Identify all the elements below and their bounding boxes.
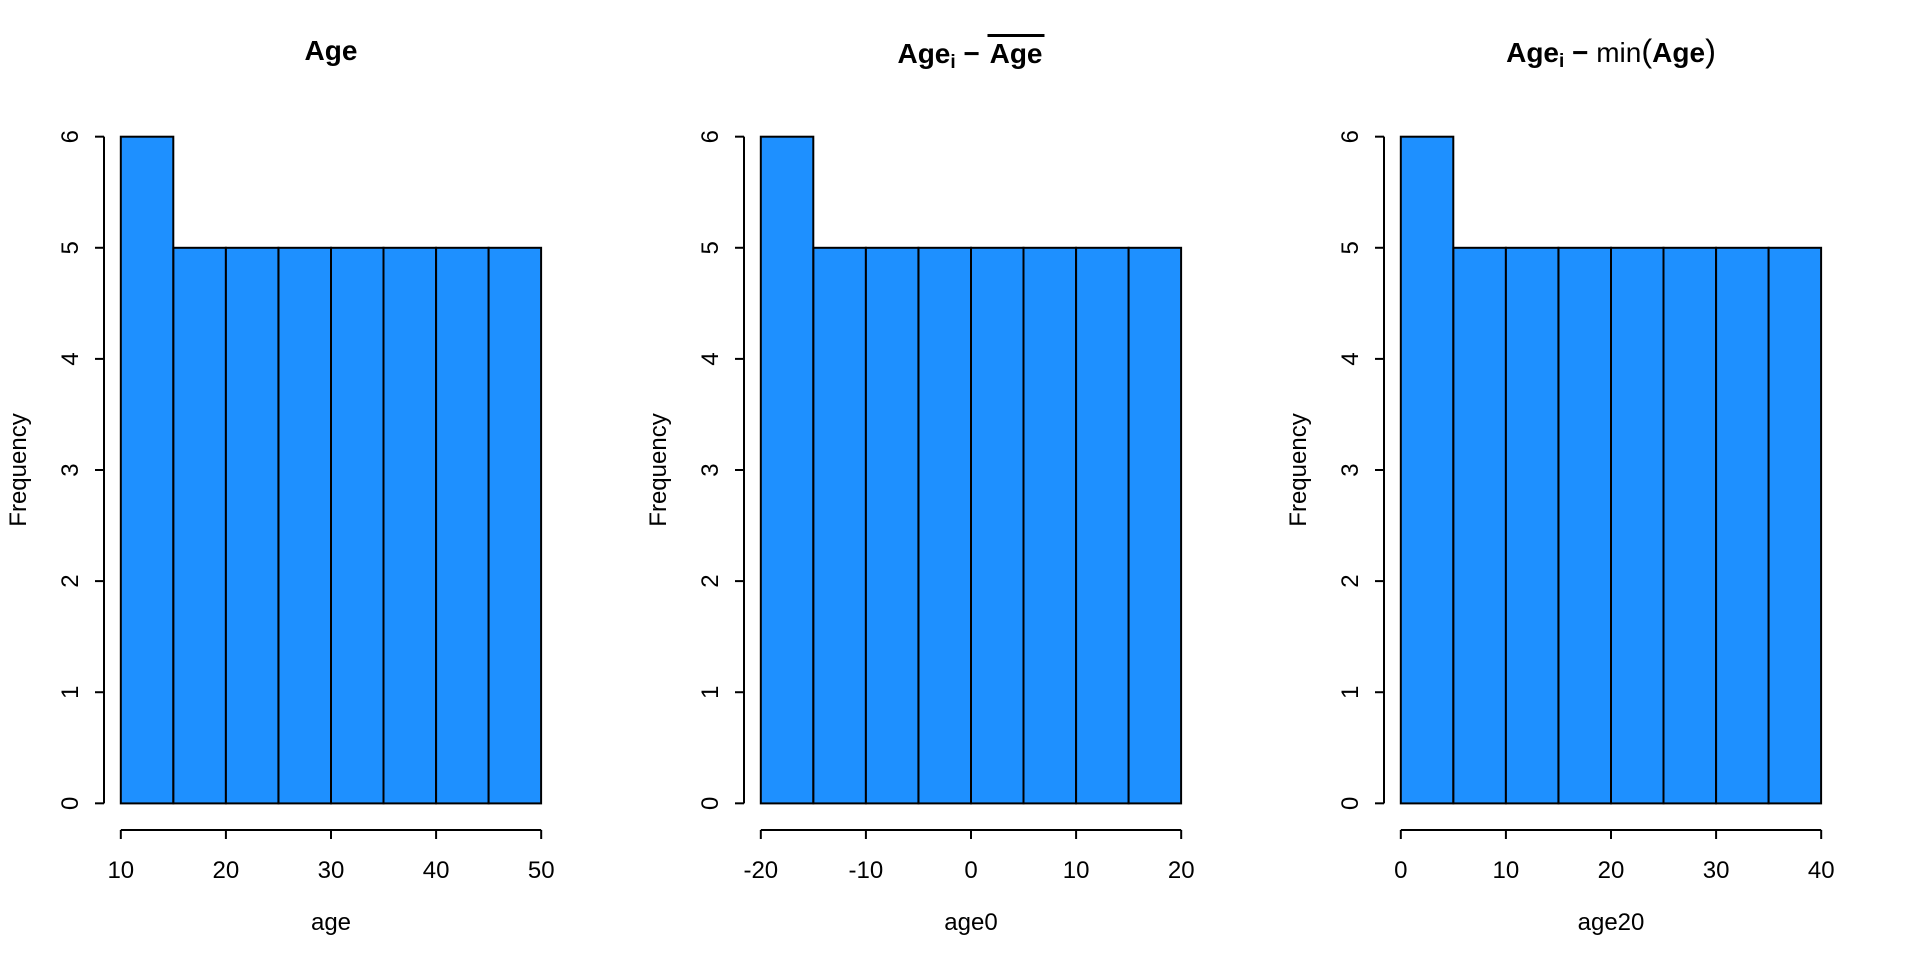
x-axis-tick-label: 30 [318,857,345,884]
histogram-bar [1557,246,1612,805]
histogram-bar [277,246,332,805]
histogram-bar [1452,246,1507,805]
chart-title-part: i [1559,51,1565,72]
x-axis-tick-label: 20 [1598,857,1625,884]
y-axis-title: Frequency [645,413,672,526]
x-axis-tick-label: 40 [423,857,450,884]
chart-title-part: Age [897,38,951,69]
y-axis-tick-label: 6 [57,130,84,143]
y-axis-tick-label: 2 [1337,574,1364,587]
chart-title-part: − [1564,37,1597,68]
histogram-bar [172,246,227,805]
y-axis-tick-label: 5 [57,241,84,254]
x-axis-tick-label: 10 [107,857,134,884]
histogram-bar [1504,246,1560,805]
histogram-bar [1767,246,1823,805]
chart-title-part: Age [304,35,358,66]
y-axis-tick-label: 6 [1337,130,1364,143]
histogram-bar [330,246,385,805]
y-axis-tick-label: 1 [697,686,724,699]
histogram-bar [1022,246,1077,805]
histogram-svg-age20: 0 10 20 30 40 age20 0 1 2 3 4 5 6 Frequency [1285,130,1835,936]
y-axis-tick-label: 5 [1337,241,1364,254]
x-axis-tick-label: 10 [1493,857,1520,884]
histogram-svg-age0: -20 -10 0 10 20 age0 0 1 2 3 4 5 6 Frequency [645,130,1195,936]
y-axis-tick-label: 0 [1337,797,1364,810]
x-axis-tick-label: 10 [1063,857,1090,884]
x-axis-tick-label: 50 [528,857,555,884]
y-axis-tick-label: 1 [57,686,84,699]
histogram-panel-age-mean-centered: Agei − Age -20 -10 0 10 20 age0 0 1 2 3 4 5 6 Frequen… [640,0,1280,960]
y-axis-tick-label: 1 [1337,686,1364,699]
chart-title-part: ( [1641,33,1653,69]
histogram-bar [917,246,972,805]
histogram-bar [759,135,815,805]
y-axis-tick-label: 6 [697,130,724,143]
x-axis-title: age0 [944,909,997,936]
histogram-bar [970,246,1025,805]
y-axis-tick-label: 4 [57,352,84,365]
histogram-bar [1715,246,1770,805]
x-axis-tick-label: 20 [213,857,240,884]
x-axis-tick-label: -10 [849,857,884,884]
chart-title-part: Age [987,34,1045,68]
y-axis-tick-label: 5 [697,241,724,254]
x-axis-tick-label: 30 [1703,857,1730,884]
chart-title: Agei − min(Age) [1506,34,1716,79]
chart-title-part: − [955,38,988,69]
histogram-bar [1610,246,1665,805]
x-axis-tick-label: 20 [1168,857,1195,884]
x-axis-title: age [311,909,351,936]
histogram-bar [487,246,543,805]
chart-title: Agei − Age [897,34,1045,80]
histogram-bar [864,246,920,805]
y-axis-tick-label: 2 [57,574,84,587]
y-axis-tick-label: 3 [57,463,84,476]
y-axis-tick-label: 3 [697,463,724,476]
chart-title-part: i [950,52,956,73]
histogram-bar [1399,135,1455,805]
chart-title: Age [305,34,358,68]
y-axis-tick-label: 3 [1337,463,1364,476]
x-axis-tick-label: 40 [1808,857,1835,884]
y-axis-tick-label: 0 [57,797,84,810]
histogram-bar [119,135,175,805]
histogram-bar [1662,246,1717,805]
y-axis-tick-label: 4 [1337,352,1364,365]
chart-title-part: Age [1506,37,1560,68]
histogram-bar [224,246,280,805]
x-axis-title: age20 [1578,909,1645,936]
y-axis-tick-label: 0 [697,797,724,810]
x-axis-tick-label: -20 [743,857,778,884]
y-axis-title: Frequency [5,413,32,526]
y-axis-tick-label: 2 [697,574,724,587]
y-axis-tick-label: 4 [697,352,724,365]
chart-title-part: ) [1705,33,1716,69]
histogram-bar [435,246,490,805]
histogram-panel-age-min-shifted: Agei − min(Age) 0 10 20 30 40 age20 0 1 2 3 4 5 6 Fre… [1280,0,1920,960]
histogram-bar [812,246,867,805]
histogram-bar [1127,246,1183,805]
histogram-bar [1075,246,1130,805]
x-axis-tick-label: 0 [964,857,977,884]
x-axis-tick-label: 0 [1394,857,1407,884]
y-axis-title: Frequency [1285,413,1312,526]
chart-title-part: min [1596,37,1642,68]
chart-title-part: Age [1652,37,1706,68]
histogram-svg-age: 10 20 30 40 50 age 0 1 2 3 4 5 6 Frequency [5,130,555,936]
histogram-bar [382,246,437,805]
histogram-panel-age: Age 10 20 30 40 50 age 0 1 2 3 4 5 6 Frequency [0,0,640,960]
